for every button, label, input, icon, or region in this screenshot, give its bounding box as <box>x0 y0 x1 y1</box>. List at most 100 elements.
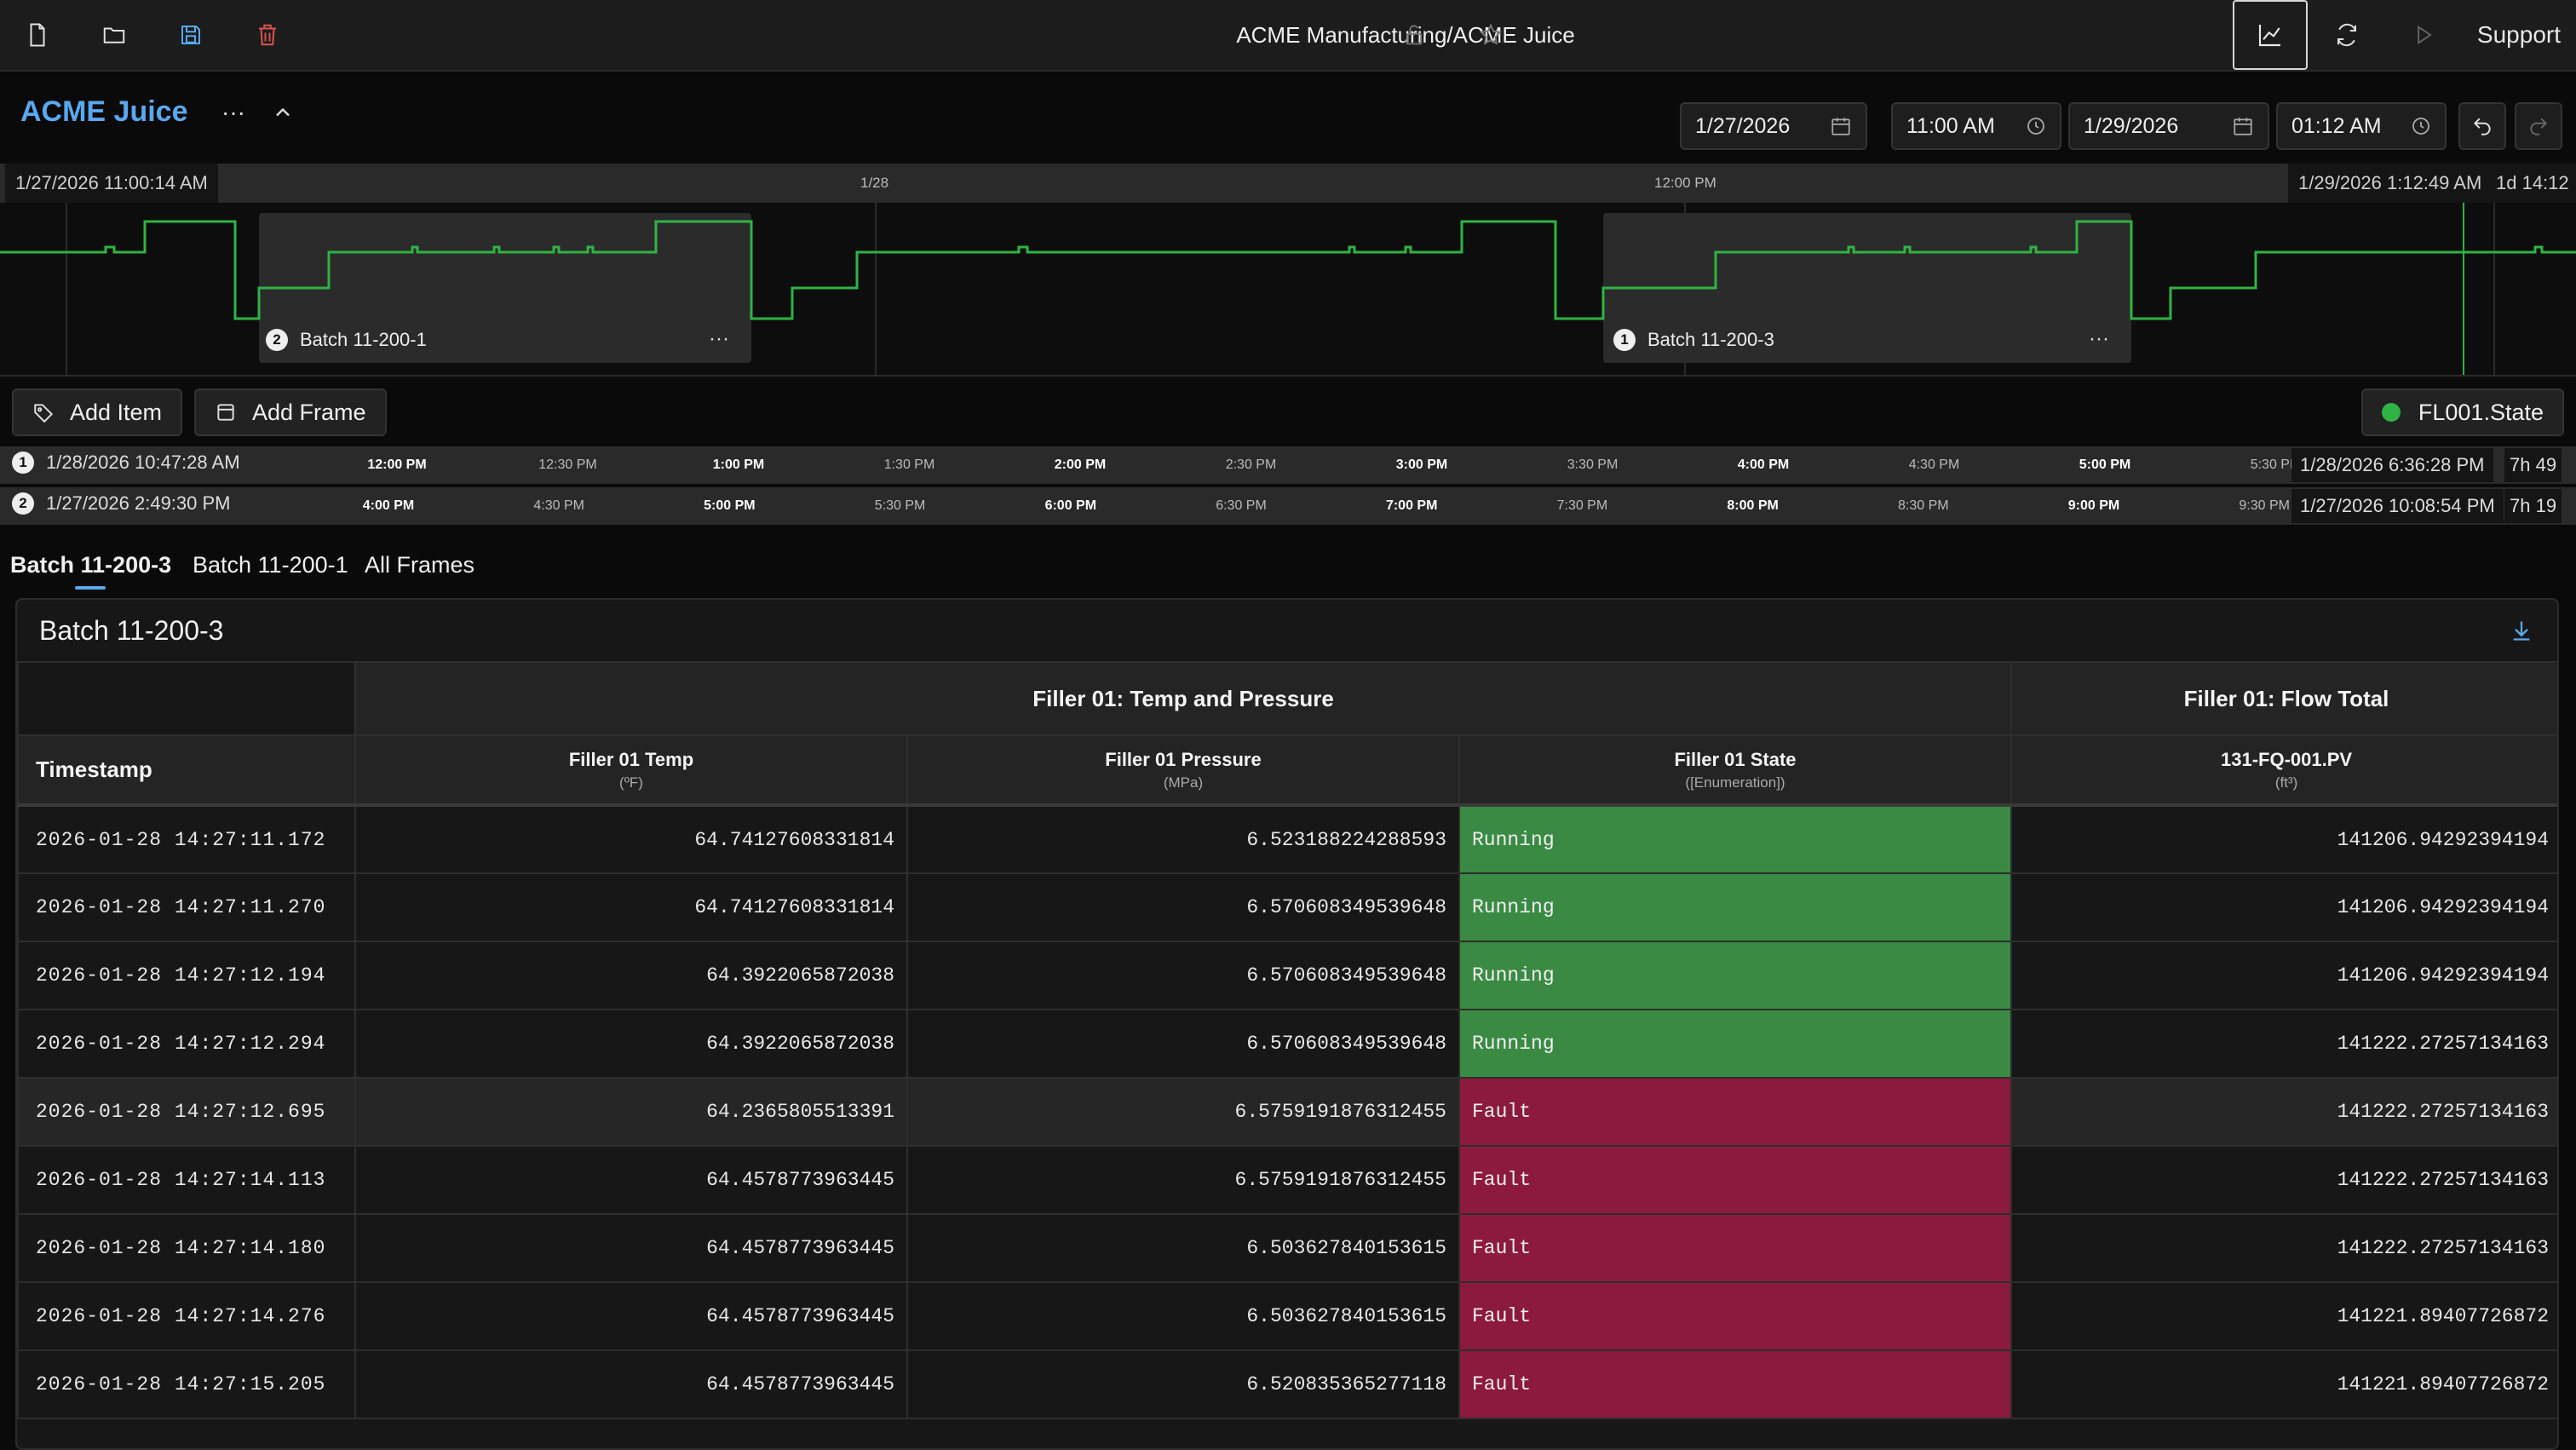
column-header-state[interactable]: Filler 01 State ([Enumeration]) <box>1458 734 2013 806</box>
lane-duration: 7h 19 <box>2504 489 2562 523</box>
flow-cell: 141222.27257134163 <box>2010 1077 2557 1147</box>
timestamp-cell: 2026-01-28 14:27:12.695 <box>17 1077 356 1147</box>
lane-tick: 6:30 PM <box>1216 498 1267 513</box>
lane-tick: 9:00 PM <box>2067 498 2120 513</box>
open-folder-icon[interactable] <box>94 14 135 55</box>
app-title: ACME Manufacturing/ACME Juice <box>1236 21 1575 48</box>
end-time-field[interactable]: 01:12 AM <box>2276 102 2447 150</box>
lane-tick: 1:00 PM <box>712 457 765 472</box>
temp-cell: 64.3922065872038 <box>354 1009 908 1079</box>
table-row[interactable]: 2026-01-28 14:27:14.180 64.4578773963445 6… <box>17 1213 2557 1283</box>
redo-button[interactable] <box>2515 102 2562 150</box>
table-row[interactable]: 2026-01-28 14:27:15.205 64.4578773963445 6… <box>17 1349 2557 1419</box>
undo-button[interactable] <box>2458 102 2506 150</box>
column-unit: (ºF) <box>619 774 643 791</box>
support-link[interactable]: Support <box>2476 21 2561 48</box>
lane-start: 1/28/2026 10:47:28 AM <box>46 452 240 473</box>
pressure-cell: 6.570608349539648 <box>906 941 1460 1010</box>
column-label: Filler 01 State <box>1674 748 1797 770</box>
redo-icon <box>2530 118 2548 135</box>
table-row[interactable]: 2026-01-28 14:27:12.194 64.3922065872038 6… <box>17 941 2557 1010</box>
frame-more-button[interactable]: ··· <box>709 327 729 350</box>
overview-duration: 1d 14:12 <box>2489 164 2576 203</box>
refresh-icon[interactable] <box>2326 14 2367 55</box>
download-icon[interactable] <box>2510 619 2533 642</box>
frame-label[interactable]: 1 Batch 11-200-3 <box>1613 329 1774 351</box>
column-header-flow[interactable]: 131-FQ-001.PV (ft³) <box>2010 734 2557 806</box>
tab-batch-11-200-1[interactable]: Batch 11-200-1 <box>193 552 348 578</box>
state-trend-line <box>0 203 2576 375</box>
state-cell: Fault <box>1458 1145 2013 1215</box>
lane-tick: 7:00 PM <box>1385 498 1438 513</box>
lane-tick: 5:00 PM <box>2079 457 2131 472</box>
temp-cell: 64.74127608331814 <box>354 872 908 942</box>
state-cell: Fault <box>1458 1281 2013 1351</box>
lane-tick: 2:30 PM <box>1225 457 1277 472</box>
star-icon[interactable] <box>1470 14 1511 55</box>
overview-tick: 12:00 PM <box>1654 175 1716 191</box>
start-date-field[interactable]: 1/27/2026 <box>1680 102 1867 150</box>
timestamp-cell: 2026-01-28 14:27:11.172 <box>17 803 356 874</box>
lane-tick: 4:00 PM <box>1737 457 1790 472</box>
lane-tick: 12:30 PM <box>538 457 597 472</box>
column-unit: ([Enumeration]) <box>1685 774 1785 791</box>
lane-start: 1/27/2026 2:49:30 PM <box>46 492 231 514</box>
column-header-temp[interactable]: Filler 01 Temp (ºF) <box>354 734 908 806</box>
add-item-button[interactable]: Add Item <box>12 388 183 436</box>
end-time-value: 01:12 AM <box>2291 113 2382 138</box>
overview-time-axis[interactable] <box>0 164 2576 203</box>
end-date-field[interactable]: 1/29/2026 <box>2068 102 2269 150</box>
flow-cell: 141222.27257134163 <box>2010 1145 2557 1215</box>
column-unit: (ft³) <box>2274 774 2298 791</box>
unlock-icon[interactable] <box>1394 14 1435 55</box>
collapse-chevron-icon[interactable] <box>271 101 295 124</box>
delete-icon[interactable] <box>247 14 288 55</box>
lane-index-badge: 1 <box>12 452 34 474</box>
pressure-cell: 6.5759191876312455 <box>906 1077 1460 1147</box>
title-more-button[interactable]: ··· <box>221 99 245 125</box>
clock-icon <box>2027 118 2044 135</box>
state-cell: Running <box>1458 872 2013 942</box>
table-row[interactable]: 2026-01-28 14:27:14.113 64.4578773963445 6… <box>17 1145 2557 1215</box>
flow-cell: 141206.94292394194 <box>2010 872 2557 942</box>
flow-cell: 141222.27257134163 <box>2010 1213 2557 1283</box>
column-header-pressure[interactable]: Filler 01 Pressure (MPa) <box>906 734 1460 806</box>
lane-tick: 9:30 PM <box>2239 498 2290 513</box>
tab-all-frames[interactable]: All Frames <box>365 552 475 578</box>
temp-cell: 64.4578773963445 <box>354 1281 908 1351</box>
table-row[interactable]: 2026-01-28 14:27:11.172 64.74127608331814… <box>17 803 2557 874</box>
frame-lane[interactable]: 4:00 PM 4:30 PM 5:00 PM 5:30 PM 6:00 PM 6:30 … <box>0 487 2576 525</box>
start-time-field[interactable]: 11:00 AM <box>1891 102 2061 150</box>
pressure-cell: 6.503627840153615 <box>906 1281 1460 1351</box>
new-file-icon[interactable] <box>17 14 58 55</box>
lane-tick: 5:00 PM <box>704 498 756 513</box>
flow-cell: 141206.94292394194 <box>2010 803 2557 874</box>
tab-batch-11-200-3[interactable]: Batch 11-200-3 <box>10 552 172 578</box>
trend-view-button[interactable] <box>2233 0 2308 70</box>
play-icon[interactable] <box>2403 14 2444 55</box>
frame-lane[interactable]: 12:00 PM 12:30 PM 1:00 PM 1:30 PM 2:00 PM 2:3… <box>0 446 2576 484</box>
timestamp-cell: 2026-01-28 14:27:15.205 <box>17 1349 356 1419</box>
table-row[interactable]: 2026-01-28 14:27:11.270 64.74127608331814… <box>17 872 2557 942</box>
pressure-cell: 6.5759191876312455 <box>906 1145 1460 1215</box>
lane-end: 1/27/2026 10:08:54 PM <box>2291 489 2504 523</box>
table-row[interactable]: 2026-01-28 14:27:14.276 64.4578773963445 6… <box>17 1281 2557 1351</box>
save-icon[interactable] <box>170 14 211 55</box>
lane-tick: 4:30 PM <box>533 498 584 513</box>
lane-tick: 5:30 PM <box>2250 457 2302 472</box>
lane-tick: 5:30 PM <box>874 498 926 513</box>
column-header-timestamp[interactable]: Timestamp <box>17 734 356 806</box>
legend-item[interactable]: FL001.State <box>2361 388 2564 436</box>
group-header: Filler 01: Temp and Pressure <box>354 661 2013 736</box>
active-tab-indicator <box>75 586 106 590</box>
frame-region[interactable] <box>259 213 751 363</box>
overview-trend-plot[interactable]: 2 Batch 11-200-1 ··· 1 Batch 11-200-3 ··… <box>0 203 2576 377</box>
frame-label[interactable]: 2 Batch 11-200-1 <box>266 329 427 351</box>
table-row[interactable]: 2026-01-28 14:27:12.294 64.3922065872038 6… <box>17 1009 2557 1079</box>
table-row[interactable]: 2026-01-28 14:27:12.695 64.2365805513391 6… <box>17 1077 2557 1147</box>
add-frame-button[interactable]: Add Frame <box>194 388 387 436</box>
frame-index-badge: 2 <box>266 329 288 351</box>
frame-more-button[interactable]: ··· <box>2089 327 2109 350</box>
calendar-frame-icon <box>217 404 234 421</box>
timestamp-cell: 2026-01-28 14:27:14.180 <box>17 1213 356 1283</box>
